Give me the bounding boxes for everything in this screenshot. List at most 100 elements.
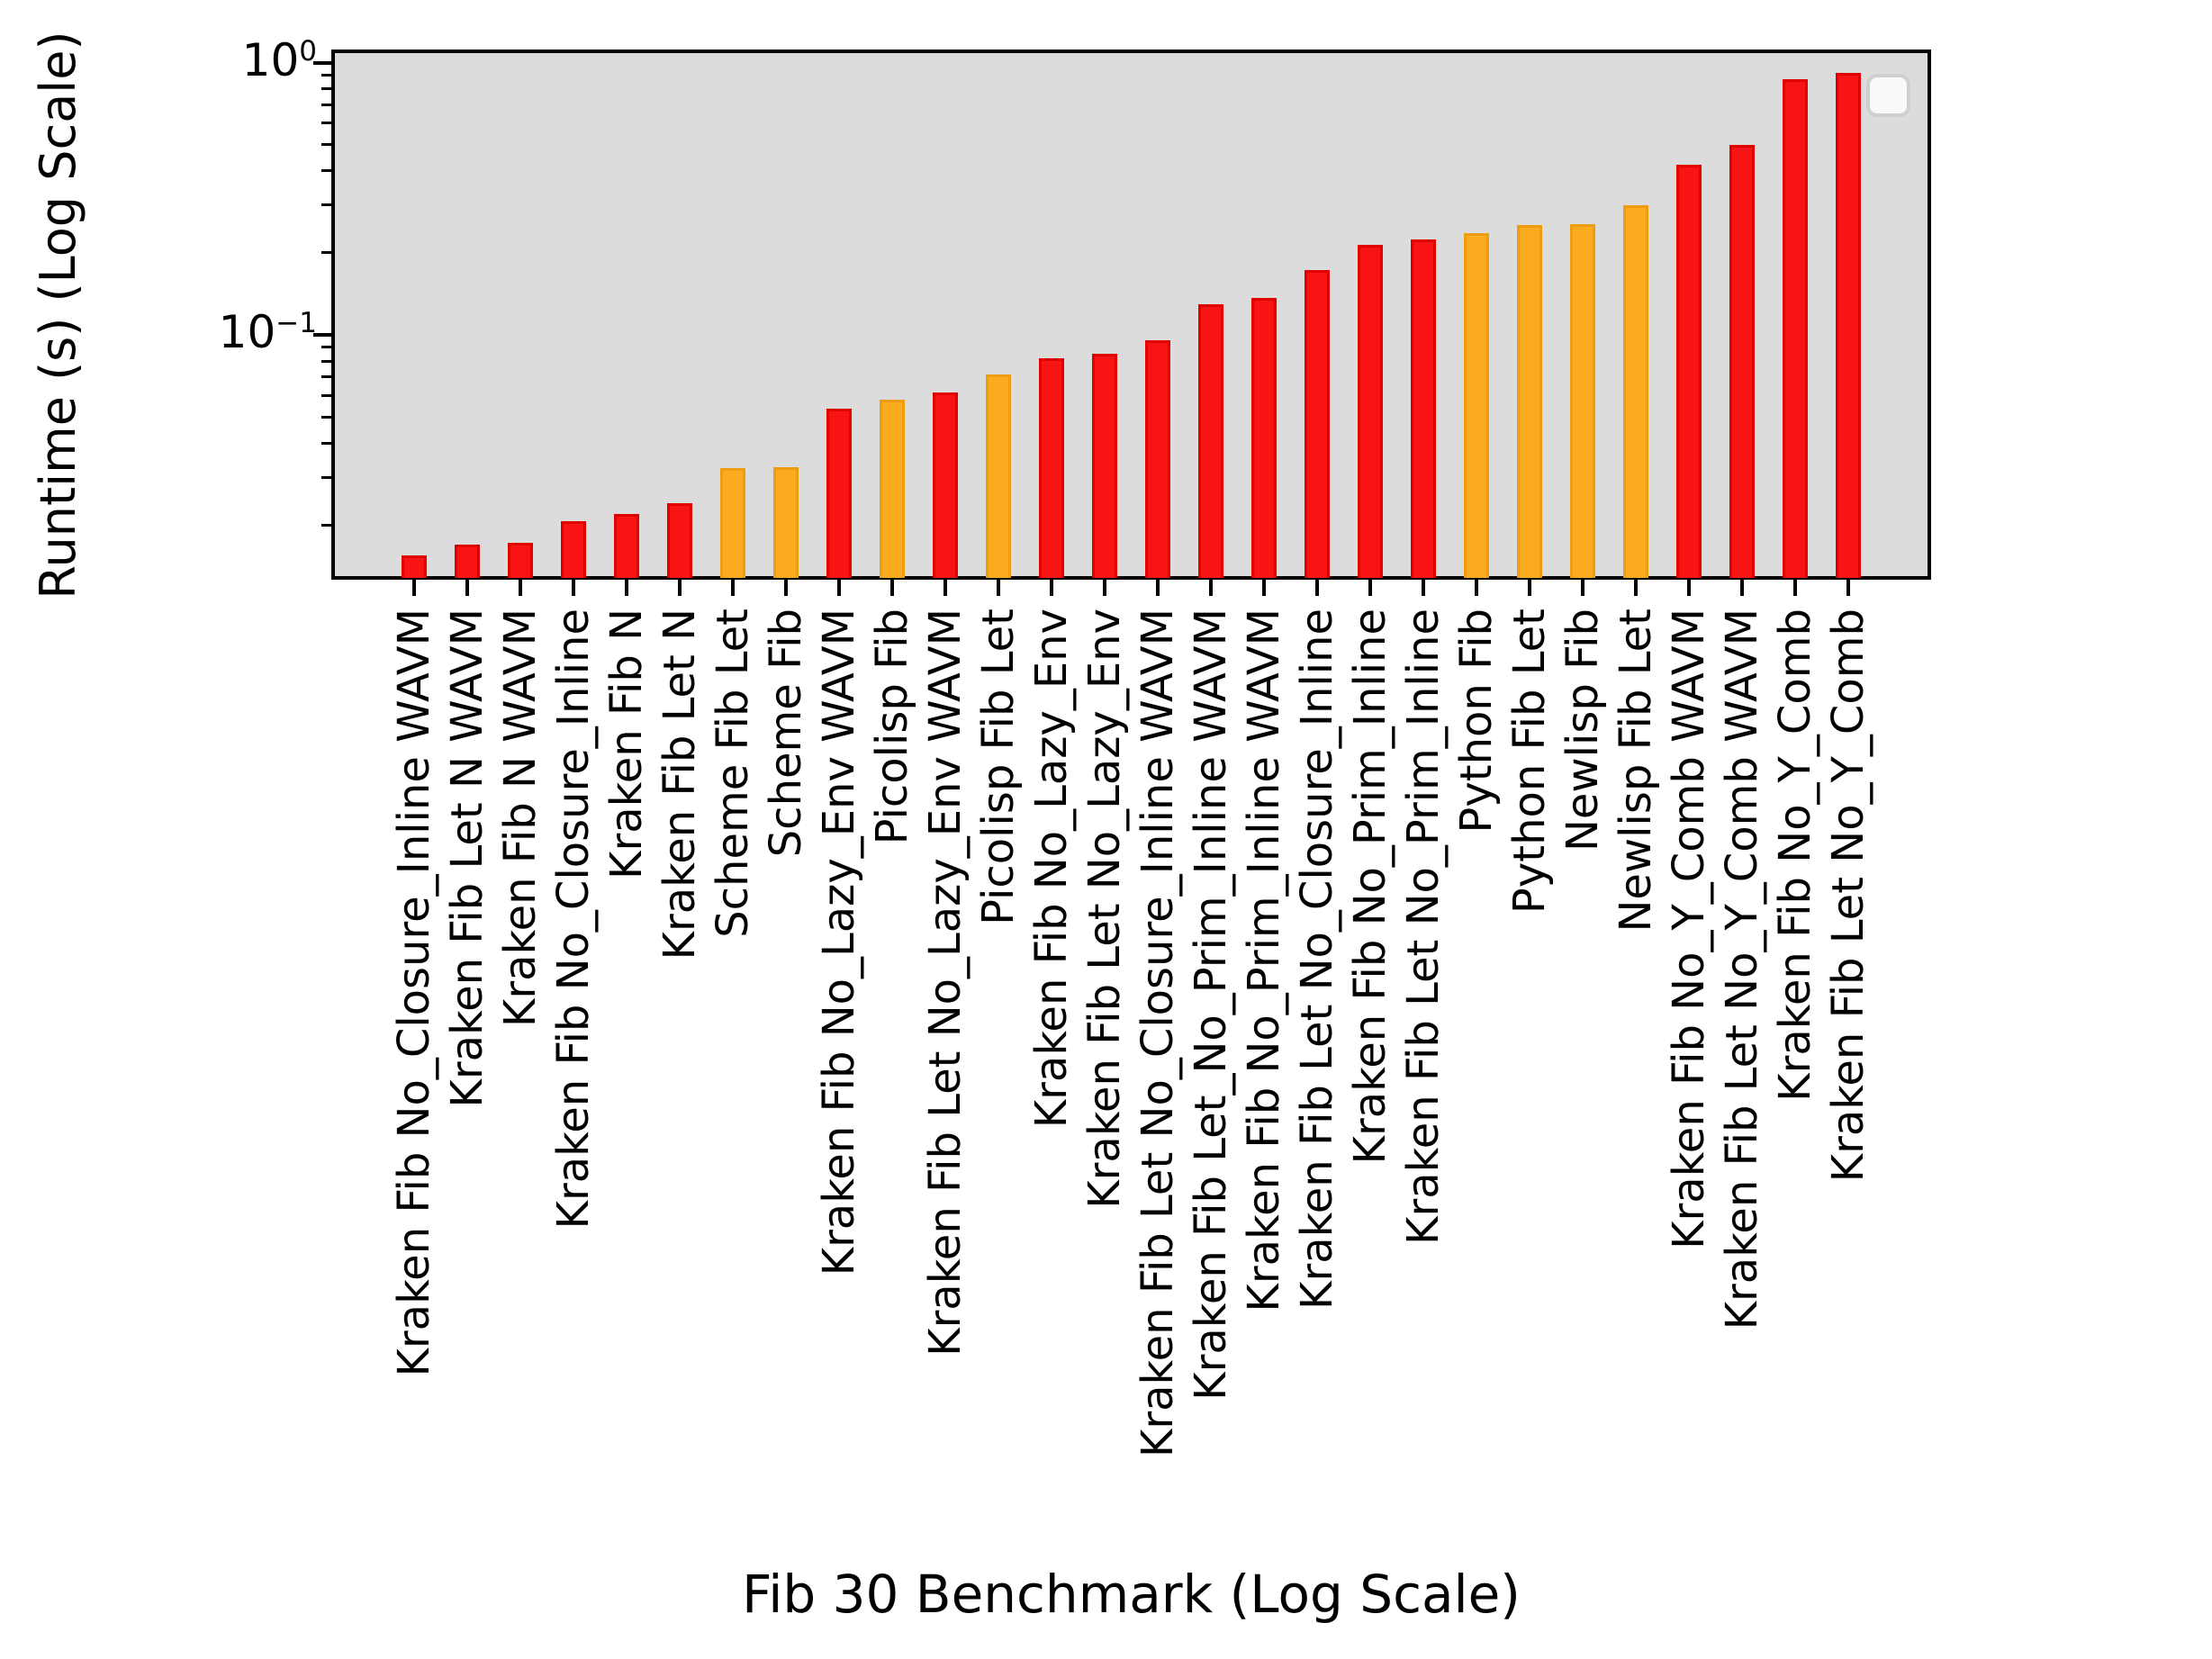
bar [1464,232,1489,578]
y-minor-tick [321,103,332,106]
x-tick [837,580,841,596]
x-tick-label: Kraken Fib No_Lazy_Env WAVM [814,609,864,1276]
y-tick-label: 10−1 [218,305,317,358]
y-minor-tick [321,393,332,397]
x-tick-label: Kraken Fib No_Lazy_Env [1026,609,1077,1129]
x-tick-label: Kraken Fib Let No_Prim_Inline [1398,609,1449,1246]
x-tick [731,580,735,596]
bar [1251,297,1277,578]
x-tick-label: Newlisp Fib Let [1611,609,1661,933]
bar [1783,78,1808,578]
y-minor-tick [321,523,332,527]
x-tick [1581,580,1585,596]
y-minor-tick [321,359,332,363]
bar [1411,239,1436,578]
bar [826,409,852,578]
x-tick-label: Newlisp Fib [1557,609,1608,852]
x-tick [1050,580,1053,596]
y-minor-tick [321,87,332,91]
x-tick [1422,580,1425,596]
x-tick-label: Kraken Fib Let No_Lazy_Env WAVM [920,609,971,1357]
y-axis-label: Runtime (s) (Log Scale) [30,30,86,600]
x-tick [1315,580,1319,596]
x-tick [1368,580,1372,596]
y-minor-tick [321,143,332,147]
y-major-tick [313,332,331,337]
x-tick-label: Kraken Fib No_Y_Comb WAVM [1664,609,1714,1249]
y-minor-tick [321,203,332,207]
bar [1729,144,1755,578]
bar [561,520,586,578]
x-tick [1687,580,1691,596]
x-tick-label: Python Fib Let [1504,609,1555,915]
x-tick-label: Kraken Fib No_Closure_Inline WAVM [389,609,439,1377]
bar [614,514,639,578]
legend-box [1866,74,1910,117]
bar [402,555,427,578]
x-tick-label: Scheme Fib Let [708,609,758,938]
y-major-tick [313,60,331,65]
x-tick [1103,580,1106,596]
y-minor-tick [321,346,332,349]
x-tick [678,580,682,596]
x-tick-label: Kraken Fib Let No_Closure_Inline [1292,609,1342,1310]
bar [508,543,533,578]
bar [880,399,905,578]
y-minor-tick [321,475,332,479]
bar [1358,245,1383,578]
x-tick [943,580,947,596]
x-tick-label: Kraken Fib No_Prim_Inline WAVM [1239,609,1289,1312]
x-tick-label: Kraken Fib Let N WAVM [442,609,492,1108]
x-tick [1475,580,1478,596]
bar [1570,224,1595,578]
x-tick-label: Kraken Fib No_Y_Comb [1770,609,1820,1102]
y-minor-tick [321,73,332,77]
bar [1836,73,1861,578]
y-minor-tick [321,375,332,379]
x-tick [519,580,522,596]
bar [1623,204,1648,578]
x-tick [784,580,788,596]
x-tick-label: Kraken Fib No_Closure_Inline [548,609,599,1230]
x-tick [1528,580,1531,596]
y-minor-tick [321,251,332,255]
bar [667,503,692,578]
bar [773,467,799,578]
x-tick [1156,580,1160,596]
x-tick [890,580,894,596]
x-tick [997,580,1000,596]
x-tick [1209,580,1213,596]
x-tick-label: Kraken Fib Let No_Y_Comb [1823,609,1873,1183]
x-tick [572,580,575,596]
bar [986,374,1011,578]
x-tick-label: Kraken Fib Let No_Y_Comb WAVM [1717,609,1767,1330]
x-tick-label: Kraken Fib Let_No_Prim_Inline WAVM [1186,609,1236,1401]
bar [1198,303,1223,578]
x-tick [465,580,469,596]
x-axis-label: Fib 30 Benchmark (Log Scale) [742,1564,1521,1625]
y-tick-label: 100 [241,33,317,86]
bar [1145,340,1170,578]
x-tick [625,580,628,596]
bar [1517,225,1542,578]
bar [1676,165,1702,578]
x-tick [412,580,416,596]
x-tick-label: Kraken Fib Let No_Closure_Inline WAVM [1133,609,1183,1458]
x-tick [1740,580,1744,596]
bar [1092,354,1117,578]
y-minor-tick [321,415,332,419]
y-minor-tick [321,169,332,173]
x-tick-label: Python Fib [1451,609,1502,834]
x-tick [1793,580,1797,596]
x-tick-label: Scheme Fib [761,609,811,858]
y-minor-tick [321,122,332,125]
x-tick-label: Picolisp Fib Let [973,609,1024,925]
bar [455,544,480,578]
bar [1305,269,1330,578]
x-tick [1262,580,1266,596]
x-tick-label: Kraken Fib N WAVM [495,609,546,1028]
y-minor-tick [321,441,332,445]
x-tick-label: Kraken Fib No_Prim_Inline [1345,609,1395,1165]
x-tick-label: Kraken Fib Let N [655,609,705,960]
